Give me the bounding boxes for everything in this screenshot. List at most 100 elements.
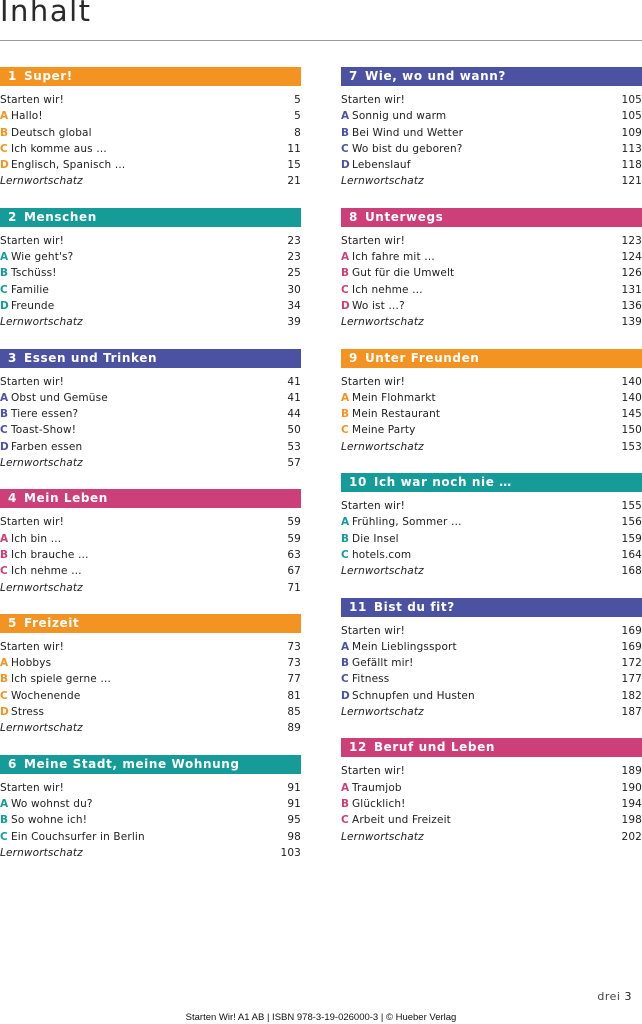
toc-entry[interactable]: A Mein Flohmarkt 140 <box>341 390 642 406</box>
entry-text: Bei Wind und Wetter <box>352 126 464 139</box>
toc-entry-lernwortschatz[interactable]: Lernwortschatz 187 <box>341 704 642 720</box>
chapter-header[interactable]: 3 Essen und Trinken <box>0 348 301 368</box>
toc-entry[interactable]: B Tiere essen? 44 <box>0 406 301 422</box>
toc-entry[interactable]: B Gut für die Umwelt 126 <box>341 265 642 281</box>
toc-entry-lernwortschatz[interactable]: Lernwortschatz 89 <box>0 720 301 736</box>
toc-entry[interactable]: Starten wir! 41 <box>0 374 301 390</box>
chapter-header[interactable]: 1 Super! <box>0 67 301 86</box>
chapter-header[interactable]: 10 Ich war noch nie … <box>341 473 642 493</box>
chapter-header[interactable]: 6 Meine Stadt, meine Wohnung <box>0 754 301 774</box>
chapter-header[interactable]: 5 Freizeit <box>0 613 301 633</box>
toc-entry[interactable]: A Wo wohnst du? 91 <box>0 796 301 812</box>
chapter-header[interactable]: 9 Unter Freunden <box>341 348 642 368</box>
toc-entry[interactable]: Starten wir! 105 <box>341 92 642 108</box>
chapter-header[interactable]: 7 Wie, wo und wann? <box>341 67 642 86</box>
toc-entry[interactable]: B Gefällt mir! 172 <box>341 655 642 671</box>
entry-page-number: 53 <box>287 440 301 453</box>
entry-page-number: 71 <box>287 581 301 594</box>
toc-entry[interactable]: C Wo bist du geboren? 113 <box>341 141 642 157</box>
chapter-header[interactable]: 8 Unterwegs <box>341 207 642 227</box>
toc-entry[interactable]: C Meine Party 150 <box>341 422 642 438</box>
toc-entry[interactable]: B Deutsch global 8 <box>0 125 301 141</box>
toc-entry[interactable]: D Lebenslauf 118 <box>341 157 642 173</box>
toc-entry[interactable]: C Fitness 177 <box>341 671 642 687</box>
entry-page-number: 34 <box>287 299 301 312</box>
toc-entry[interactable]: Starten wir! 59 <box>0 514 301 530</box>
toc-entry-lernwortschatz[interactable]: Lernwortschatz 168 <box>341 563 642 579</box>
toc-entry[interactable]: Starten wir! 91 <box>0 780 301 796</box>
toc-entry[interactable]: A Hobbys 73 <box>0 655 301 671</box>
toc-entry[interactable]: D Stress 85 <box>0 704 301 720</box>
chapter-title: Freizeit <box>23 615 80 630</box>
toc-entry[interactable]: A Obst und Gemüse 41 <box>0 390 301 406</box>
toc-entry[interactable]: B Mein Restaurant 145 <box>341 406 642 422</box>
toc-entry[interactable]: A Sonnig und warm 105 <box>341 108 642 124</box>
toc-entry[interactable]: C Toast-Show! 50 <box>0 422 301 438</box>
chapter-entries: Starten wir! 73 A Hobbys 73 B Ich spiele gerne… <box>0 639 301 737</box>
chapter-header[interactable]: 2 Menschen <box>0 207 301 227</box>
toc-entry[interactable]: A Ich fahre mit … 124 <box>341 249 642 265</box>
toc-entry[interactable]: B Ich brauche … 63 <box>0 547 301 563</box>
chapter-section-12: 12 Beruf und Leben Starten wir! 189 A Traumjo… <box>341 738 642 844</box>
toc-entry[interactable]: A Ich bin … 59 <box>0 531 301 547</box>
toc-entry-lernwortschatz[interactable]: Lernwortschatz 39 <box>0 314 301 330</box>
entry-letter: C <box>0 283 8 296</box>
entry-text: Ich spiele gerne … <box>11 673 111 686</box>
chapter-header[interactable]: 11 Bist du fit? <box>341 597 642 617</box>
toc-column-right: 7 Wie, wo und wann? Starten wir! 105 A Sonnig… <box>341 67 642 845</box>
toc-entry[interactable]: A Wie geht's? 23 <box>0 249 301 265</box>
toc-entry-lernwortschatz[interactable]: Lernwortschatz 139 <box>341 314 642 330</box>
toc-entry[interactable]: B Tschüss! 25 <box>0 265 301 281</box>
toc-entry[interactable]: D Freunde 34 <box>0 298 301 314</box>
entry-text: Ich fahre mit … <box>352 251 435 264</box>
toc-entry[interactable]: B Ich spiele gerne … 77 <box>0 671 301 687</box>
toc-entry-lernwortschatz[interactable]: Lernwortschatz 202 <box>341 829 642 845</box>
toc-entry[interactable]: C Wochenende 81 <box>0 688 301 704</box>
chapter-header[interactable]: 12 Beruf und Leben <box>341 738 642 758</box>
chapter-entries: Starten wir! 123 A Ich fahre mit … 124 B Gut f… <box>341 233 642 331</box>
entry-page-number: 169 <box>621 624 642 637</box>
entry-page-number: 21 <box>287 175 301 188</box>
toc-entry-lernwortschatz[interactable]: Lernwortschatz 57 <box>0 455 301 471</box>
toc-entry[interactable]: D Farben essen 53 <box>0 439 301 455</box>
toc-entry[interactable]: Starten wir! 155 <box>341 498 642 514</box>
toc-entry[interactable]: Starten wir! 189 <box>341 763 642 779</box>
toc-entry-lernwortschatz[interactable]: Lernwortschatz 103 <box>0 845 301 861</box>
entry-letter: D <box>341 299 350 312</box>
toc-entry[interactable]: D Englisch, Spanisch … 15 <box>0 157 301 173</box>
toc-entry[interactable]: B Bei Wind und Wetter 109 <box>341 125 642 141</box>
entry-letter: B <box>341 267 350 280</box>
toc-entry[interactable]: Starten wir! 169 <box>341 623 642 639</box>
toc-entry-lernwortschatz[interactable]: Lernwortschatz 153 <box>341 439 642 455</box>
entry-page-number: 169 <box>621 640 642 653</box>
toc-entry[interactable]: C Ich nehme … 67 <box>0 563 301 579</box>
toc-entry-lernwortschatz[interactable]: Lernwortschatz 121 <box>341 173 642 189</box>
toc-entry-lernwortschatz[interactable]: Lernwortschatz 21 <box>0 173 301 189</box>
toc-entry[interactable]: C Familie 30 <box>0 282 301 298</box>
toc-entry[interactable]: C Ich komme aus … 11 <box>0 141 301 157</box>
toc-entry[interactable]: A Hallo! 5 <box>0 108 301 124</box>
toc-entry[interactable]: Starten wir! 73 <box>0 639 301 655</box>
chapter-section-1: 1 Super! Starten wir! 5 A Hallo! 5 B Deutsch glo… <box>0 67 301 190</box>
toc-entry-lernwortschatz[interactable]: Lernwortschatz 71 <box>0 580 301 596</box>
entry-letter: C <box>0 424 8 437</box>
chapter-number: 2 <box>8 209 17 224</box>
toc-entry[interactable]: C Ich nehme … 131 <box>341 282 642 298</box>
toc-entry[interactable]: Starten wir! 5 <box>0 92 301 108</box>
toc-entry[interactable]: Starten wir! 140 <box>341 374 642 390</box>
entry-text: Starten wir! <box>0 375 64 388</box>
toc-entry[interactable]: C Arbeit und Freizeit 198 <box>341 812 642 828</box>
toc-entry[interactable]: A Mein Lieblingssport 169 <box>341 639 642 655</box>
toc-entry[interactable]: Starten wir! 123 <box>341 233 642 249</box>
toc-entry[interactable]: D Schnupfen und Husten 182 <box>341 688 642 704</box>
toc-entry[interactable]: C Ein Couchsurfer in Berlin 98 <box>0 829 301 845</box>
toc-entry[interactable]: A Frühling, Sommer … 156 <box>341 514 642 530</box>
chapter-header[interactable]: 4 Mein Leben <box>0 489 301 509</box>
toc-entry[interactable]: B Glücklich! 194 <box>341 796 642 812</box>
toc-entry[interactable]: B Die Insel 159 <box>341 531 642 547</box>
toc-entry[interactable]: Starten wir! 23 <box>0 233 301 249</box>
toc-entry[interactable]: D Wo ist …? 136 <box>341 298 642 314</box>
toc-entry[interactable]: B So wohne ich! 95 <box>0 812 301 828</box>
toc-entry[interactable]: A Traumjob 190 <box>341 780 642 796</box>
